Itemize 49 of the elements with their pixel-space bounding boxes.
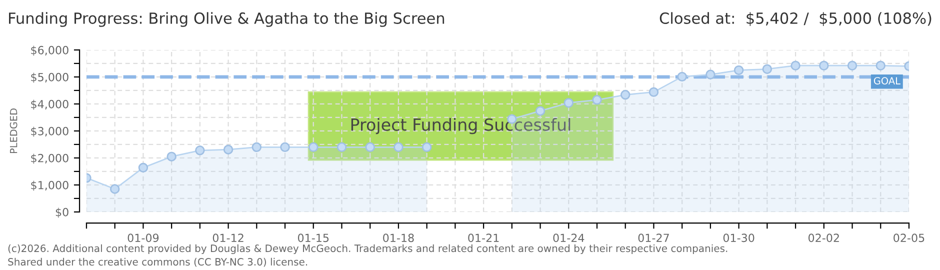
point [252,142,262,152]
point [138,162,148,173]
y-tick-label: $3,000 [31,126,68,137]
point [790,60,800,70]
x-tick-label: 01-24 [553,234,584,242]
point [365,142,375,152]
point [422,142,432,152]
point [620,90,630,100]
point [564,98,574,108]
x-tick-label: 01-12 [212,234,244,242]
point [876,60,886,70]
point [223,144,234,154]
x-tick-label: 01-30 [723,234,754,242]
chart-title: Funding Progress: Bring Olive & Agatha to the Big Screen [9,12,444,27]
point [762,64,772,74]
text: (c)2026. Additional content provided by Douglas & Dewey McGeoch. Trademarks and related content are owned by their respective companies. [8,244,728,254]
point [648,87,659,97]
y-tick-label: $0 [56,208,68,218]
point [535,106,546,116]
y-tick-label: $6,000 [31,46,68,56]
point [677,72,687,82]
x-tick-label: 01-18 [383,234,414,242]
point [819,60,829,70]
point [280,142,290,152]
point [166,152,176,162]
point [308,142,318,152]
x-tick-label: 02-05 [894,234,924,242]
point [592,95,602,105]
y-tick-label: $4,000 [31,100,68,110]
text: Shared under the creative commons (CC BY-NC 3.0) license. [8,258,308,267]
x-tick-label: 01-21 [468,234,499,242]
point [394,142,404,152]
x-tick-label: 01-27 [638,234,669,242]
point [706,70,716,80]
point [734,65,744,76]
x-tick-label: 02-02 [808,234,839,242]
point [195,146,205,156]
x-tick-label: 01-15 [298,234,329,242]
point [847,60,858,70]
chart-subtitle: Closed at: $5,402 / $5,000 (108%) [660,12,932,26]
y-tick-label: $1,000 [31,180,68,191]
point [336,142,347,152]
point [110,184,120,194]
y-axis-title: PLEDGED [10,108,18,154]
annotation: Project Funding Successful [351,118,570,134]
y-tick-label: $5,000 [31,72,68,83]
x-tick-label: 01-09 [128,234,159,242]
y-tick-label: $2,000 [31,154,68,164]
ref-line-label: GOAL [874,77,900,84]
